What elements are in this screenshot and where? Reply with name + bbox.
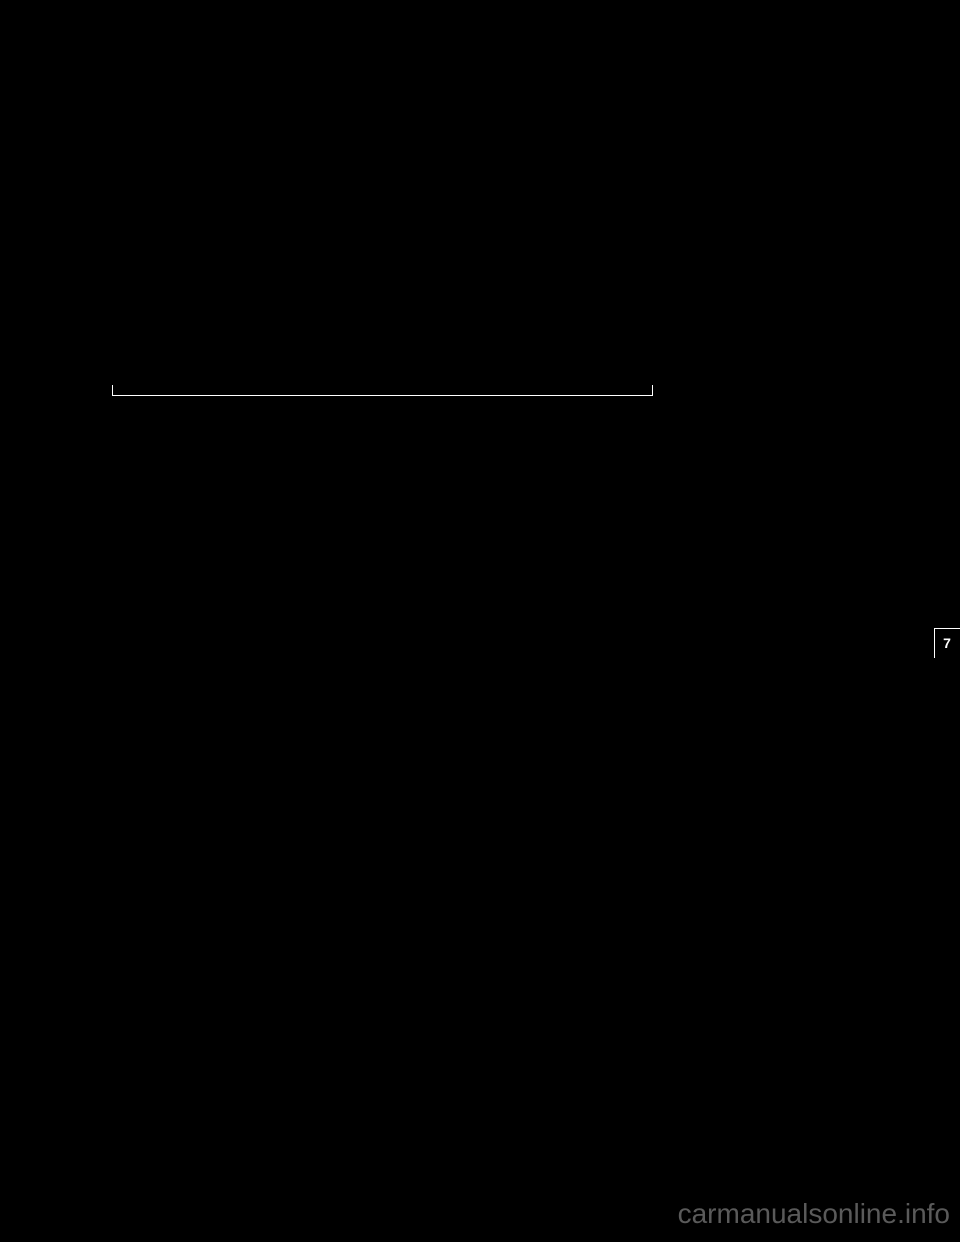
right-tick <box>652 385 653 396</box>
left-tick <box>112 385 113 396</box>
watermark-text: carmanualsonline.info <box>678 1198 950 1230</box>
content-divider-line <box>112 395 653 396</box>
chapter-number: 7 <box>943 635 951 651</box>
chapter-number-box: 7 <box>934 628 960 658</box>
